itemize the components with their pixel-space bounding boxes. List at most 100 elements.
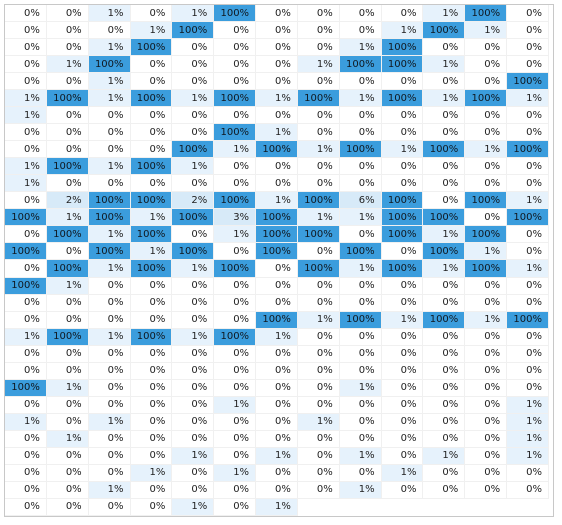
heatmap-cell[interactable]: 0% <box>339 107 382 125</box>
heatmap-cell[interactable]: 0% <box>381 175 424 193</box>
heatmap-cell[interactable]: 100% <box>130 226 173 244</box>
heatmap-cell[interactable]: 0% <box>381 5 424 23</box>
heatmap-cell[interactable]: 0% <box>130 124 173 142</box>
heatmap-cell[interactable]: 0% <box>256 362 298 380</box>
heatmap-cell[interactable]: 1% <box>381 464 424 482</box>
heatmap-cell[interactable]: 0% <box>172 311 215 329</box>
heatmap-cell[interactable]: 0% <box>465 396 508 414</box>
heatmap-cell[interactable]: 0% <box>256 430 298 448</box>
heatmap-cell[interactable]: 0% <box>214 243 257 261</box>
heatmap-cell[interactable]: 100% <box>5 243 47 261</box>
heatmap-cell[interactable]: 0% <box>214 158 257 176</box>
heatmap-cell[interactable]: 1% <box>423 56 466 74</box>
heatmap-cell[interactable]: 1% <box>172 498 215 516</box>
heatmap-cell[interactable]: 0% <box>172 124 215 142</box>
heatmap-cell[interactable]: 0% <box>46 175 89 193</box>
heatmap-cell[interactable]: 0% <box>423 328 466 346</box>
heatmap-cell[interactable]: 100% <box>172 141 215 159</box>
heatmap-cell[interactable]: 0% <box>256 413 298 431</box>
heatmap-cell[interactable]: 0% <box>423 464 466 482</box>
heatmap-cell[interactable]: 1% <box>297 56 340 74</box>
heatmap-cell[interactable]: 100% <box>256 209 298 227</box>
heatmap-cell[interactable]: 100% <box>130 158 173 176</box>
heatmap-cell[interactable]: 1% <box>423 447 466 465</box>
heatmap-cell[interactable]: 0% <box>339 175 382 193</box>
heatmap-cell[interactable]: 100% <box>423 22 466 40</box>
heatmap-cell[interactable]: 0% <box>465 175 508 193</box>
heatmap-cell[interactable]: 0% <box>5 345 47 363</box>
heatmap-cell[interactable]: 100% <box>214 192 257 210</box>
heatmap-cell[interactable]: 0% <box>214 175 257 193</box>
heatmap-cell[interactable]: 0% <box>297 175 340 193</box>
heatmap-cell[interactable]: 0% <box>88 362 131 380</box>
heatmap-cell[interactable]: 0% <box>423 107 466 125</box>
heatmap-cell[interactable]: 0% <box>5 5 47 23</box>
heatmap-cell[interactable]: 0% <box>507 175 549 193</box>
heatmap-cell[interactable]: 100% <box>172 209 215 227</box>
heatmap-cell[interactable]: 100% <box>88 192 131 210</box>
heatmap-cell[interactable]: 100% <box>256 243 298 261</box>
heatmap-cell[interactable]: 0% <box>256 396 298 414</box>
heatmap-cell[interactable]: 0% <box>256 158 298 176</box>
heatmap-cell[interactable]: 0% <box>297 396 340 414</box>
heatmap-cell[interactable]: 0% <box>88 447 131 465</box>
heatmap-cell[interactable]: 0% <box>381 243 424 261</box>
heatmap-cell[interactable]: 0% <box>423 124 466 142</box>
heatmap-cell[interactable]: 0% <box>465 56 508 74</box>
heatmap-cell[interactable]: 0% <box>381 158 424 176</box>
heatmap-cell[interactable]: 1% <box>130 243 173 261</box>
heatmap-cell[interactable]: 0% <box>88 124 131 142</box>
heatmap-cell[interactable]: 1% <box>297 209 340 227</box>
heatmap-cell[interactable]: 0% <box>172 396 215 414</box>
heatmap-cell[interactable]: 1% <box>88 481 131 499</box>
heatmap-cell[interactable]: 0% <box>130 56 173 74</box>
heatmap-cell[interactable]: 0% <box>172 39 215 57</box>
heatmap-cell[interactable]: 100% <box>381 90 424 108</box>
heatmap-cell[interactable]: 0% <box>465 294 508 312</box>
heatmap-cell[interactable]: 0% <box>172 56 215 74</box>
heatmap-cell[interactable]: 100% <box>214 90 257 108</box>
heatmap-cell[interactable]: 0% <box>465 328 508 346</box>
heatmap-cell[interactable]: 0% <box>46 481 89 499</box>
heatmap-cell[interactable]: 0% <box>423 158 466 176</box>
heatmap-cell[interactable]: 0% <box>297 362 340 380</box>
heatmap-cell[interactable]: 100% <box>465 192 508 210</box>
heatmap-cell[interactable]: 0% <box>5 22 47 40</box>
heatmap-cell[interactable]: 1% <box>465 141 508 159</box>
heatmap-cell[interactable]: 0% <box>256 73 298 91</box>
heatmap-cell[interactable]: 1% <box>172 90 215 108</box>
heatmap-cell[interactable]: 0% <box>5 260 47 278</box>
heatmap-cell[interactable]: 0% <box>46 311 89 329</box>
heatmap-cell[interactable]: 0% <box>339 22 382 40</box>
heatmap-cell[interactable]: 0% <box>130 5 173 23</box>
heatmap-cell[interactable]: 0% <box>297 345 340 363</box>
heatmap-cell[interactable]: 1% <box>256 192 298 210</box>
heatmap-cell[interactable]: 0% <box>507 22 549 40</box>
heatmap-cell[interactable]: 0% <box>46 5 89 23</box>
heatmap-cell[interactable]: 0% <box>130 141 173 159</box>
heatmap-cell[interactable]: 0% <box>214 345 257 363</box>
heatmap-cell[interactable]: 100% <box>339 311 382 329</box>
heatmap-cell[interactable]: 0% <box>46 362 89 380</box>
heatmap-cell[interactable]: 1% <box>46 277 89 295</box>
heatmap-cell[interactable]: 100% <box>46 260 89 278</box>
heatmap-cell[interactable]: 0% <box>130 447 173 465</box>
heatmap-cell[interactable]: 0% <box>214 22 257 40</box>
heatmap-cell[interactable]: 1% <box>5 175 47 193</box>
heatmap-cell[interactable]: 3% <box>214 209 257 227</box>
heatmap-cell[interactable]: 1% <box>423 90 466 108</box>
heatmap-cell[interactable]: 0% <box>423 192 466 210</box>
heatmap-cell[interactable]: 0% <box>172 345 215 363</box>
heatmap-cell[interactable]: 1% <box>465 243 508 261</box>
heatmap-cell[interactable]: 0% <box>339 328 382 346</box>
heatmap-cell[interactable]: 100% <box>297 90 340 108</box>
heatmap-cell[interactable]: 100% <box>423 141 466 159</box>
heatmap-cell[interactable]: 0% <box>256 56 298 74</box>
heatmap-cell[interactable]: 0% <box>214 277 257 295</box>
heatmap-cell[interactable]: 0% <box>381 328 424 346</box>
heatmap-cell[interactable]: 0% <box>88 498 131 516</box>
heatmap-cell[interactable]: 0% <box>381 481 424 499</box>
heatmap-cell[interactable]: 1% <box>339 39 382 57</box>
heatmap-cell[interactable]: 0% <box>297 481 340 499</box>
heatmap-cell[interactable]: 1% <box>88 39 131 57</box>
